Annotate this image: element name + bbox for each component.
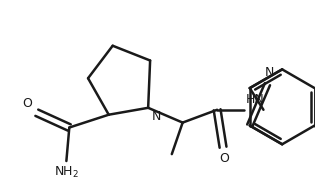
- Text: N: N: [265, 66, 274, 79]
- Text: NH$_2$: NH$_2$: [54, 165, 79, 180]
- Text: O: O: [219, 152, 229, 165]
- Text: N: N: [152, 110, 161, 123]
- Text: O: O: [22, 97, 32, 110]
- Text: HN: HN: [246, 93, 264, 106]
